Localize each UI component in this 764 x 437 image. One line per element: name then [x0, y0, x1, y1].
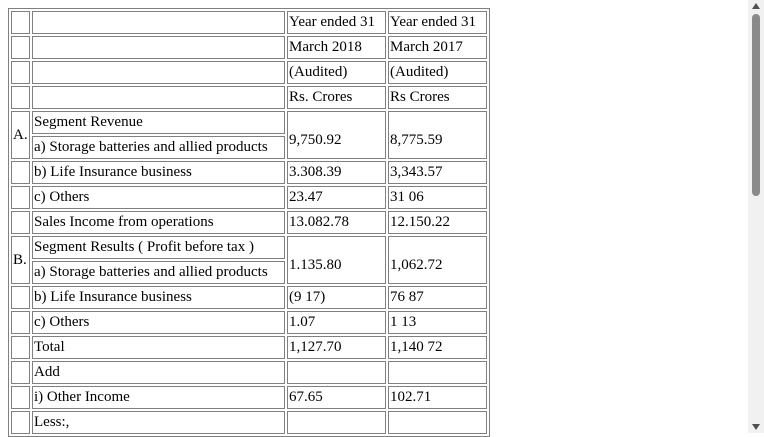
- row-label: Sales Income from operations: [32, 211, 285, 234]
- header-row: Year ended 31 Year ended 31: [11, 11, 487, 34]
- cell-marker: [11, 386, 30, 409]
- value-2017: 31 06: [388, 186, 487, 209]
- value-2018: 1.135.80: [289, 257, 342, 273]
- cell-value: 8,775.59: [388, 111, 487, 159]
- table-row: a) Storage batteries and allied products: [11, 261, 487, 284]
- value-2018: 3.308.39: [287, 161, 386, 184]
- cell-value: 1.135.80: [287, 236, 386, 284]
- row-label: b) Life Insurance business: [32, 286, 285, 309]
- cell-marker: [11, 61, 30, 84]
- cell-value: 9,750.92: [287, 111, 386, 159]
- row-label: c) Others: [32, 186, 285, 209]
- vertical-scrollbar[interactable]: [748, 0, 764, 433]
- table-row: c) Others 23.47 31 06: [11, 186, 487, 209]
- cell-marker: [11, 186, 30, 209]
- row-label: a) Storage batteries and allied products: [32, 136, 285, 159]
- value-2017: 1 13: [388, 311, 487, 334]
- cell-marker: [11, 411, 30, 434]
- segment-table: Year ended 31 Year ended 31 March 2018 M…: [8, 8, 490, 437]
- row-label: Less:,: [32, 411, 285, 434]
- table-row: a) Storage batteries and allied products: [11, 136, 487, 159]
- value-2017: 102.71: [388, 386, 487, 409]
- value-2017: [388, 361, 487, 384]
- cell-label: [32, 11, 285, 34]
- col-2018-header: Year ended 31: [287, 11, 386, 34]
- row-label: Total: [32, 336, 285, 359]
- value-2017: 1,062.72: [390, 257, 443, 273]
- cell-value: 1,062.72: [388, 236, 487, 284]
- value-2018: 9,750.92: [289, 132, 342, 148]
- row-label: Add: [32, 361, 285, 384]
- row-label: i) Other Income: [32, 386, 285, 409]
- cell-label: [32, 86, 285, 109]
- table-row: b) Life Insurance business (9 17) 76 87: [11, 286, 487, 309]
- scroll-up-arrow-icon[interactable]: [752, 3, 760, 9]
- col-2018-header: March 2018: [287, 36, 386, 59]
- value-2017: 12.150.22: [388, 211, 487, 234]
- table-row: b) Life Insurance business 3.308.39 3,34…: [11, 161, 487, 184]
- col-2017-header: Year ended 31: [388, 11, 487, 34]
- table-row: B. Segment Results ( Profit before tax )…: [11, 236, 487, 284]
- cell-marker: [11, 211, 30, 234]
- cell-marker: [11, 11, 30, 34]
- cell-marker: [11, 311, 30, 334]
- col-2017-header: March 2017: [388, 36, 487, 59]
- value-2018: 1,127.70: [287, 336, 386, 359]
- value-2018: 13.082.78: [287, 211, 386, 234]
- value-2018: (9 17): [287, 286, 386, 309]
- table-row: A. Segment Revenue 9,750.92 8,775.59: [11, 111, 487, 159]
- value-2017: 8,775.59: [390, 132, 443, 148]
- table-row: Add: [11, 361, 487, 384]
- col-2018-header: Rs. Crores: [287, 86, 386, 109]
- cell-label: [32, 36, 285, 59]
- col-2017-header: (Audited): [388, 61, 487, 84]
- table-row: Sales Income from operations 13.082.78 1…: [11, 211, 487, 234]
- cell-label: [32, 61, 285, 84]
- value-2018: [287, 361, 386, 384]
- table-row: Less:,: [11, 411, 487, 434]
- header-row: (Audited) (Audited): [11, 61, 487, 84]
- header-row: March 2018 March 2017: [11, 36, 487, 59]
- section-marker: B.: [11, 236, 30, 284]
- section-title: Segment Results ( Profit before tax ): [32, 236, 285, 259]
- value-2017: 3,343.57: [388, 161, 487, 184]
- cell-marker: [11, 336, 30, 359]
- value-2018: [287, 411, 386, 434]
- cell-marker: [11, 36, 30, 59]
- row-label: c) Others: [32, 311, 285, 334]
- scroll-down-arrow-icon[interactable]: [752, 424, 760, 430]
- value-2018: 23.47: [287, 186, 386, 209]
- cell-marker: [11, 286, 30, 309]
- cell-marker: [11, 161, 30, 184]
- value-2017: [388, 411, 487, 434]
- table-row: c) Others 1.07 1 13: [11, 311, 487, 334]
- value-2017: 1,140 72: [388, 336, 487, 359]
- cell-marker: [11, 86, 30, 109]
- value-2017: 76 87: [388, 286, 487, 309]
- table-row: i) Other Income 67.65 102.71: [11, 386, 487, 409]
- header-row: Rs. Crores Rs Crores: [11, 86, 487, 109]
- col-2018-header: (Audited): [287, 61, 386, 84]
- cell-marker: [11, 361, 30, 384]
- col-2017-header: Rs Crores: [388, 86, 487, 109]
- value-2018: 67.65: [287, 386, 386, 409]
- row-label: b) Life Insurance business: [32, 161, 285, 184]
- value-2018: 1.07: [287, 311, 386, 334]
- section-title: Segment Revenue: [32, 111, 285, 134]
- scrollbar-thumb[interactable]: [752, 14, 760, 196]
- table-row: Total 1,127.70 1,140 72: [11, 336, 487, 359]
- row-label: a) Storage batteries and allied products: [32, 261, 285, 284]
- section-marker: A.: [11, 111, 30, 159]
